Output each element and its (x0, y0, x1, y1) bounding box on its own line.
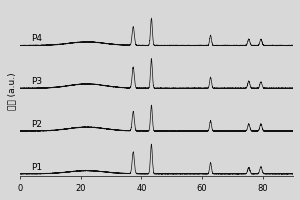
Y-axis label: 强度 (a.u.): 强度 (a.u.) (7, 73, 16, 110)
Text: P3: P3 (31, 77, 42, 86)
Text: P1: P1 (31, 163, 42, 172)
Text: P2: P2 (31, 120, 42, 129)
Text: P4: P4 (31, 34, 42, 43)
